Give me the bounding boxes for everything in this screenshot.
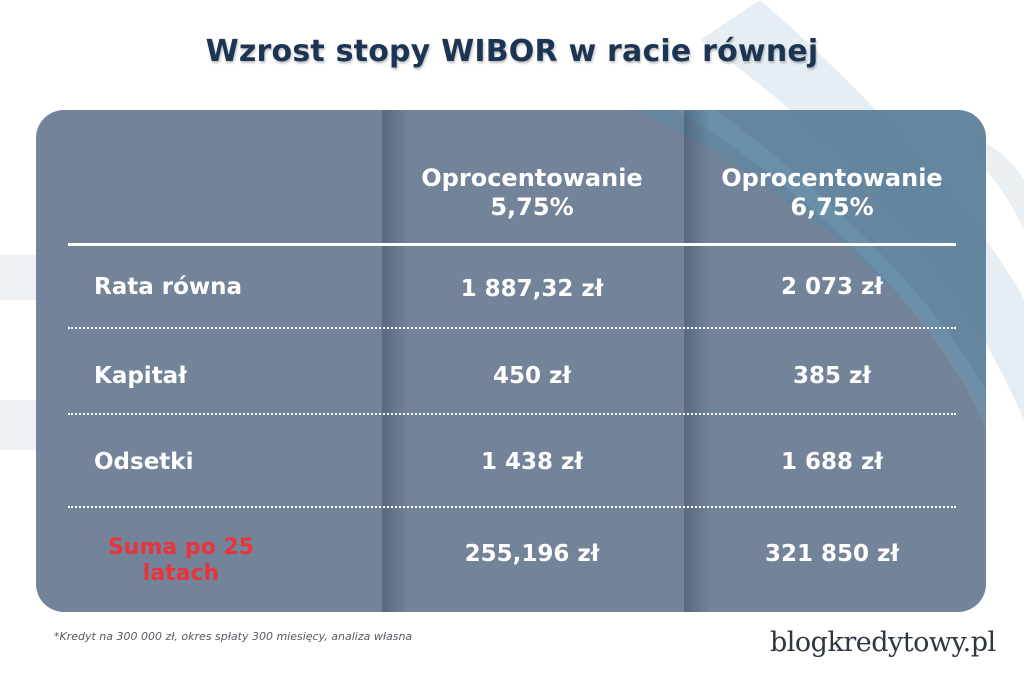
cell-odsetki-1: 1 438 zł (481, 449, 583, 476)
comparison-table: Oprocentowanie 5,75% Oprocentowanie 6,75… (36, 110, 986, 612)
row-label-kapital: Kapitał (94, 363, 187, 390)
row-label-odsetki: Odsetki (94, 449, 194, 476)
footnote: *Kredyt na 300 000 zł, okres spłaty 300 … (54, 630, 413, 643)
header-divider (68, 243, 956, 246)
column-header-2-line2: 6,75% (790, 193, 874, 221)
row-divider (68, 327, 956, 329)
column-header-1-line1: Oprocentowanie (421, 164, 643, 193)
row-divider (68, 413, 956, 415)
cell-odsetki-2: 1 688 zł (781, 449, 883, 476)
cell-suma-1: 255,196 zł (464, 541, 600, 568)
cell-kapital-2: 385 zł (793, 363, 871, 390)
row-label-suma: Suma po 25 latach (107, 534, 255, 586)
page-title: Wzrost stopy WIBOR w racie równej (205, 34, 819, 69)
column-divider-shadow (382, 110, 408, 612)
card-decoration (636, 110, 986, 430)
cell-rata-1: 1 887,32 zł (460, 276, 604, 303)
column-header-2: Oprocentowanie 6,75% (682, 158, 982, 228)
brand-logo[interactable]: blogkredytowy.pl (770, 627, 996, 658)
cell-rata-2: 2 073 zł (781, 274, 883, 301)
column-header-2-line1: Oprocentowanie (721, 164, 943, 193)
row-label-rata: Rata równa (94, 274, 243, 301)
column-header-1-line2: 5,75% (490, 193, 574, 221)
cell-kapital-1: 450 zł (493, 363, 571, 390)
cell-suma-2: 321 850 zł (765, 541, 899, 568)
column-header-1: Oprocentowanie 5,75% (382, 158, 682, 228)
column-divider-shadow (684, 110, 710, 612)
row-divider (68, 506, 956, 508)
